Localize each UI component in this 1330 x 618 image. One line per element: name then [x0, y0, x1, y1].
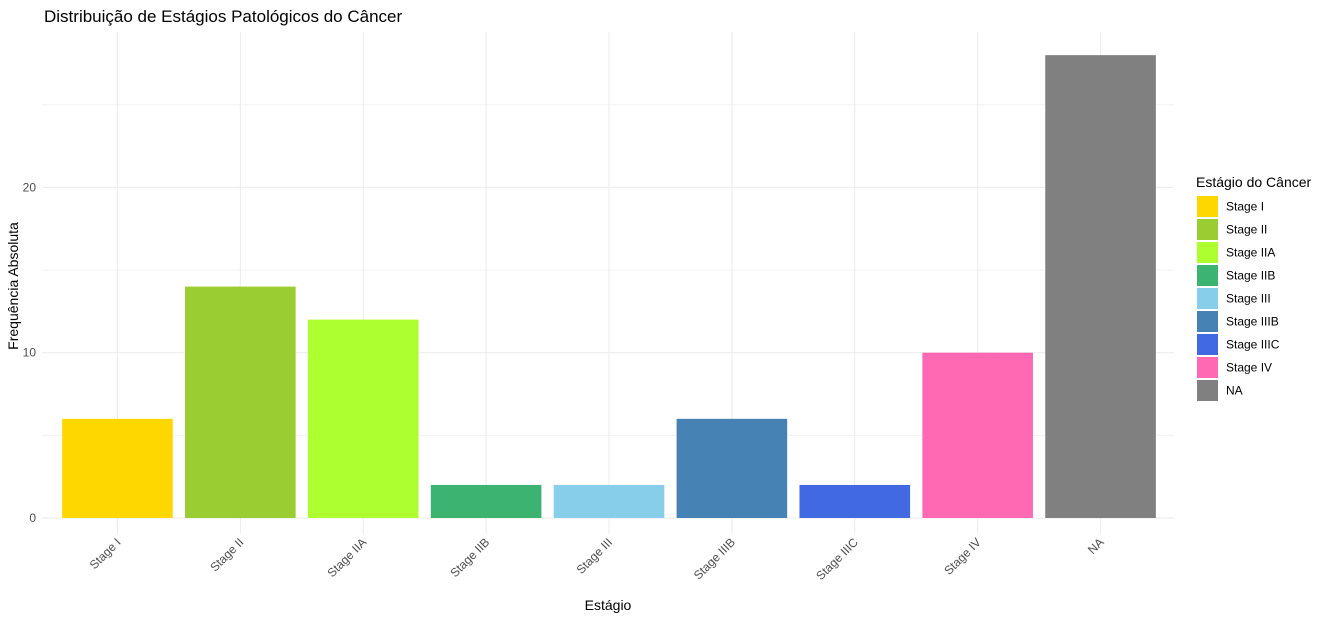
bar-na	[1045, 55, 1156, 519]
bar-stage-iib	[430, 484, 542, 518]
legend-label: Stage IIA	[1226, 246, 1275, 260]
x-axis-title: Estágio	[585, 597, 632, 613]
legend-label: Stage IV	[1226, 361, 1272, 375]
legend-label: Stage IIIC	[1226, 338, 1280, 352]
x-tick-labels: Stage I Stage II Stage IIA Stage IIB Stage I…	[87, 535, 1107, 583]
legend-swatch	[1197, 380, 1218, 401]
x-tick-label: Stage II	[207, 535, 246, 574]
bar-stage-iv	[922, 352, 1033, 518]
bar-stage-iiib	[676, 418, 788, 518]
legend-label: Stage II	[1226, 223, 1267, 237]
x-tick-label: Stage IIIB	[691, 535, 738, 582]
legend-label: Stage IIIB	[1226, 315, 1279, 329]
x-tick-label: Stage IIA	[325, 535, 370, 580]
y-axis-title: Frequência Absoluta	[5, 222, 21, 350]
y-tick-label: 20	[23, 180, 37, 194]
legend-swatch	[1197, 311, 1218, 332]
legend-swatch	[1197, 265, 1218, 286]
chart-title: Distribuição de Estágios Patológicos do …	[44, 7, 402, 26]
x-tick-label: Stage IIB	[447, 535, 492, 580]
bar-stage-iia	[307, 319, 419, 518]
legend-swatch	[1197, 357, 1218, 378]
legend-label: NA	[1226, 384, 1243, 398]
y-tick-labels: 0 10 20	[23, 180, 37, 525]
legend-swatch	[1197, 196, 1218, 217]
legend-label: Stage IIB	[1226, 269, 1275, 283]
bar-stage-i	[62, 418, 173, 518]
y-tick-label: 0	[29, 511, 36, 525]
legend-items: Stage I Stage II Stage IIA Stage IIB Stage I…	[1197, 196, 1280, 401]
legend-title: Estágio do Câncer	[1196, 174, 1312, 190]
x-tick-label: Stage I	[87, 535, 124, 572]
x-tick-label: Stage IV	[941, 535, 983, 577]
x-tick-label: NA	[1085, 535, 1107, 557]
bar-stage-ii	[185, 286, 296, 518]
bars	[62, 55, 1156, 519]
y-tick-label: 10	[23, 346, 37, 360]
x-tick-label: Stage III	[574, 535, 616, 577]
legend-swatch	[1197, 242, 1218, 263]
legend-label: Stage III	[1226, 292, 1271, 306]
bar-stage-iiic	[799, 484, 911, 518]
legend-label: Stage I	[1226, 200, 1264, 214]
x-tick-label: Stage IIIC	[813, 535, 861, 583]
legend-swatch	[1197, 288, 1218, 309]
bar-stage-iii	[553, 484, 665, 518]
legend-swatch	[1197, 219, 1218, 240]
legend-swatch	[1197, 334, 1218, 355]
